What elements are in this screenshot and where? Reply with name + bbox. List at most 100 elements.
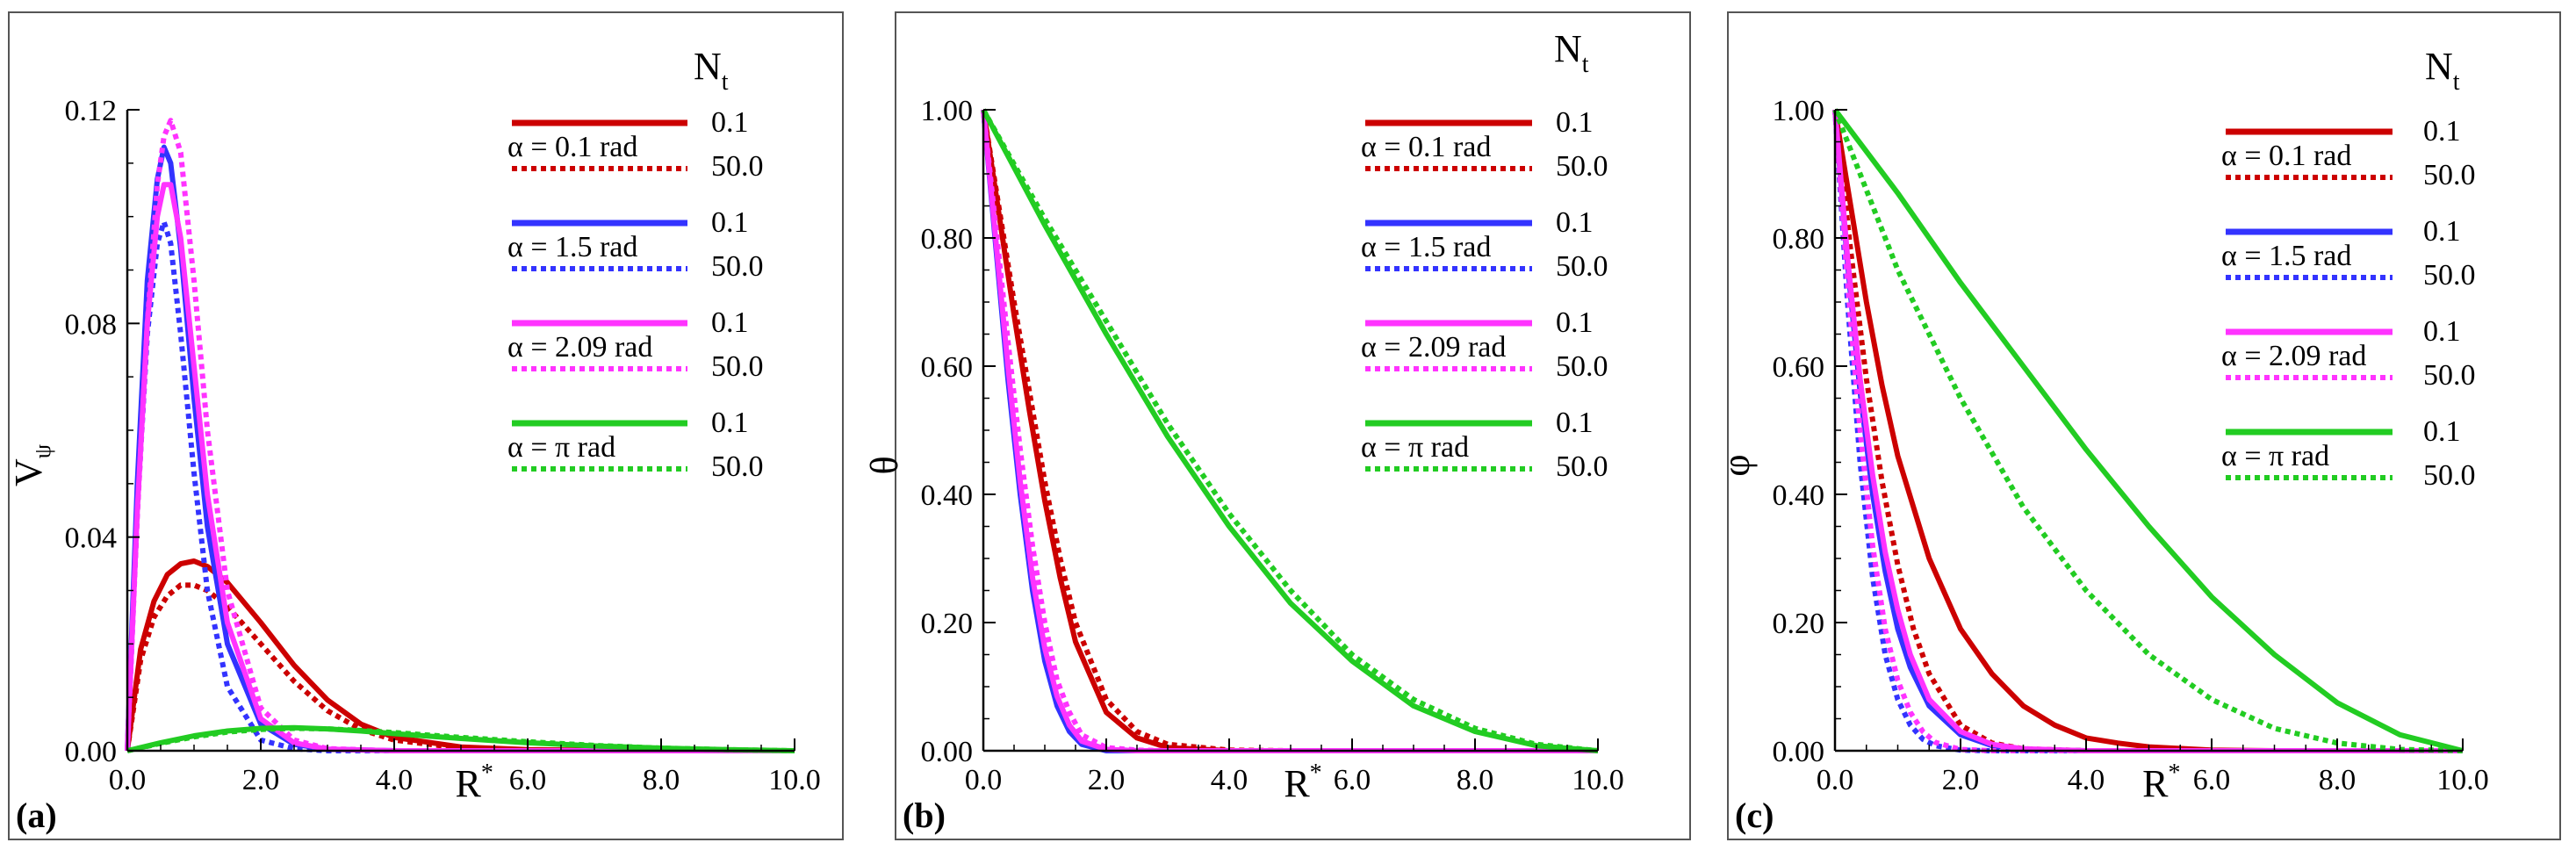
legend-value-dotted: 50.0 — [2423, 359, 2476, 392]
legend-alpha-label: α = 2.09 rad — [507, 331, 652, 364]
y-tick-label: 0.60 — [1773, 351, 1825, 384]
y-tick-label: 0.40 — [1773, 479, 1825, 512]
x-tick-label: 8.0 — [643, 764, 680, 796]
x-tick-label: 4.0 — [1211, 764, 1248, 796]
y-axis-label: Vψ — [7, 444, 55, 486]
y-tick-label: 0.60 — [921, 351, 974, 384]
series-line-blue-dotted — [981, 109, 1598, 753]
x-axis-label: R* — [2142, 760, 2180, 805]
series-line-blue-dotted — [125, 219, 795, 753]
legend-value-solid: 0.1 — [2423, 315, 2461, 348]
legend-alpha-label: α = π rad — [507, 431, 615, 464]
legend-value-solid: 0.1 — [1556, 306, 1594, 339]
legend-alpha-label: α = 1.5 rad — [507, 231, 637, 263]
y-tick-label: 0.04 — [65, 522, 118, 555]
legend-value-solid: 0.1 — [2423, 115, 2461, 148]
y-tick-label: 0.40 — [921, 479, 974, 512]
legend-value-solid: 0.1 — [711, 306, 749, 339]
legend-value-dotted: 50.0 — [1556, 350, 1608, 383]
series-line-green-dotted — [126, 725, 795, 753]
legend-value-solid: 0.1 — [711, 106, 749, 139]
legend-alpha-label: α = 1.5 rad — [2221, 240, 2351, 272]
legend-title-subscript: t — [722, 68, 729, 96]
x-tick-label: 6.0 — [1334, 764, 1371, 796]
legend-value-dotted: 50.0 — [711, 350, 764, 383]
x-tick-label: 0.0 — [109, 764, 147, 796]
x-tick-label: 10.0 — [768, 764, 821, 796]
x-tick-label: 0.0 — [1817, 764, 1854, 796]
series-line-magenta-dotted — [981, 109, 1598, 753]
series-line-red-dotted — [125, 582, 795, 753]
legend-title: Nt — [694, 45, 729, 96]
panel-c: 0.0 2.0 4.0 6.0 8.0 10.0 0.00 0.20 0.40 0.60 0.80 1… — [1715, 11, 2561, 840]
legend-value-solid: 0.1 — [1556, 106, 1594, 139]
series-line-red-solid — [981, 109, 1598, 753]
legend-alpha-label: α = 0.1 rad — [507, 131, 637, 163]
legend-title: Nt — [2425, 45, 2460, 96]
legend-value-dotted: 50.0 — [2423, 259, 2476, 292]
x-axis-label-superscript: * — [481, 760, 493, 787]
series-line-magenta-solid — [125, 182, 795, 753]
legend-value-solid: 0.1 — [1556, 407, 1594, 439]
panel-a: 0.0 2.0 4.0 6.0 8.0 10.0 0.00 0.04 0.08 0.12 R* Vψ (… — [7, 11, 844, 840]
series-line-green-solid — [1832, 108, 2464, 753]
legend-value-solid: 0.1 — [1556, 206, 1594, 239]
x-tick-label: 8.0 — [1457, 764, 1494, 796]
y-tick-label: 0.20 — [921, 608, 974, 640]
legend-alpha-label: α = 2.09 rad — [1361, 331, 1506, 364]
legend-value-solid: 0.1 — [711, 206, 749, 239]
x-axis-label: R* — [456, 760, 493, 805]
y-tick-label: 0.20 — [1773, 608, 1825, 640]
series-line-red-dotted — [981, 109, 1598, 753]
x-tick-label: 10.0 — [1572, 764, 1624, 796]
x-axis-label-superscript: * — [2168, 760, 2180, 787]
y-tick-label: 0.80 — [1773, 223, 1825, 256]
panel-frame — [895, 11, 1691, 840]
legend-value-dotted: 50.0 — [711, 150, 764, 183]
y-axis-label: φ — [1715, 454, 1758, 476]
legend-value-dotted: 50.0 — [1556, 250, 1608, 283]
legend-alpha-label: α = π rad — [2221, 440, 2329, 472]
legend-alpha-label: α = 2.09 rad — [2221, 340, 2366, 372]
x-tick-label: 6.0 — [2193, 764, 2231, 796]
panel-b: 0.0 2.0 4.0 6.0 8.0 10.0 0.00 0.20 0.40 0.60 0.80 1… — [863, 11, 1691, 840]
x-tick-label: 2.0 — [1088, 764, 1126, 796]
legend-value-dotted: 50.0 — [1556, 450, 1608, 483]
legend-value-solid: 0.1 — [711, 407, 749, 439]
series-line-magenta-solid — [981, 109, 1598, 753]
y-tick-label: 0.00 — [1773, 736, 1825, 768]
x-tick-label: 2.0 — [1942, 764, 1980, 796]
legend-title-subscript: t — [1582, 51, 1589, 78]
legend-title: Nt — [1554, 27, 1589, 78]
y-tick-label: 0.12 — [65, 95, 118, 127]
y-tick-label: 0.00 — [65, 736, 118, 768]
y-axis-label-subscript: ψ — [30, 444, 55, 458]
x-axis-label-superscript: * — [1310, 760, 1322, 787]
legend-value-dotted: 50.0 — [1556, 150, 1608, 183]
x-tick-label: 8.0 — [2319, 764, 2357, 796]
legend-value-dotted: 50.0 — [2423, 459, 2476, 492]
legend-alpha-label: α = π rad — [1361, 431, 1469, 464]
legend-value-dotted: 50.0 — [711, 450, 764, 483]
x-tick-label: 4.0 — [2068, 764, 2105, 796]
series-line-magenta-dotted — [125, 118, 795, 753]
y-axis-label: θ — [863, 456, 906, 474]
legend-value-dotted: 50.0 — [2423, 159, 2476, 191]
x-tick-label: 10.0 — [2436, 764, 2489, 796]
series-line-green-dotted — [981, 108, 1599, 753]
panel-tag: (c) — [1735, 796, 1774, 835]
y-tick-label: 1.00 — [1773, 95, 1825, 127]
x-tick-label: 0.0 — [965, 764, 1003, 796]
legend-value-solid: 0.1 — [2423, 215, 2461, 248]
legend-alpha-label: α = 0.1 rad — [2221, 140, 2351, 172]
y-tick-label: 0.80 — [921, 223, 974, 256]
legend-alpha-label: α = 1.5 rad — [1361, 231, 1491, 263]
series-line-blue-solid — [981, 109, 1598, 753]
legend-value-solid: 0.1 — [2423, 415, 2461, 448]
panel-frame — [1727, 11, 2561, 840]
y-tick-label: 0.08 — [65, 308, 118, 341]
legend-title-subscript: t — [2453, 68, 2460, 96]
series-line-green-solid — [981, 108, 1599, 753]
x-tick-label: 4.0 — [376, 764, 414, 796]
